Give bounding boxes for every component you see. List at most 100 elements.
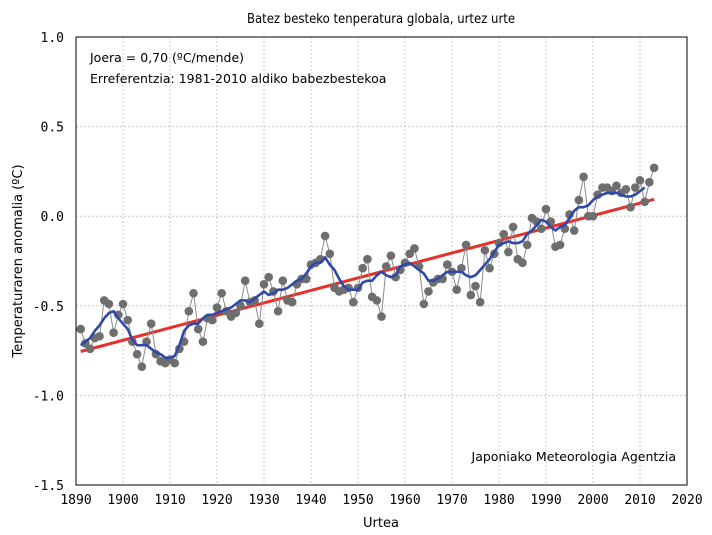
annual-data-point (588, 211, 598, 221)
y-tick-label: 1.0 (41, 31, 64, 46)
annual-data-point (109, 328, 118, 337)
annual-data-point (273, 306, 283, 316)
annual-data-point (640, 197, 649, 207)
x-tick-labels: 1890 1900 1910 1920 1930 1940 1950 1960 1970 1980… (60, 493, 702, 508)
annual-data-point (645, 177, 654, 187)
annual-data-point (95, 331, 104, 341)
annual-data-point (485, 263, 494, 273)
y-tick-label: -0.5 (33, 300, 64, 315)
annual-data-point (508, 222, 518, 232)
smoothed-series-line (79, 186, 646, 360)
annual-data-point (626, 202, 635, 212)
x-tick-label: 1990 (530, 493, 561, 508)
annual-data-point (569, 226, 579, 235)
annual-data-point (537, 224, 546, 234)
x-tick-label: 2020 (671, 493, 702, 508)
x-axis-label: Urtea (363, 516, 399, 531)
grid-lines (75, 36, 688, 486)
annual-data-point (475, 297, 485, 307)
y-tick-label: -1.5 (33, 479, 64, 494)
annual-data-point (325, 249, 335, 259)
y-tick-label: 0.0 (41, 210, 64, 225)
annual-data-point (142, 337, 151, 346)
annual-data-point (518, 258, 527, 268)
annual-data-point (193, 324, 203, 334)
trend-annotation: Joera = 0,70 (ºC/mende) (89, 50, 244, 65)
annual-data-point (377, 312, 386, 321)
annual-data-point (574, 195, 584, 205)
annual-data-point (372, 296, 382, 305)
x-tick-label: 1900 (107, 493, 138, 508)
annual-data-point (386, 251, 396, 260)
annual-data-point (457, 263, 466, 273)
annual-data-point (231, 308, 241, 318)
chart-title: Batez besteko tenperatura globala, urtez… (247, 12, 515, 27)
annual-data-point (189, 288, 198, 298)
annual-data-point (217, 288, 226, 298)
annual-data-point (264, 272, 274, 282)
y-tick-label: -1.0 (33, 389, 64, 404)
x-tick-label: 1910 (154, 493, 185, 508)
x-tick-label: 2000 (577, 493, 608, 508)
annual-data-point (631, 183, 640, 192)
annual-data-point (358, 263, 368, 273)
annual-data-point (381, 262, 391, 271)
annual-data-point (635, 176, 645, 185)
annual-data-point (240, 276, 250, 286)
annual-data-point (363, 254, 372, 264)
annual-data-point (259, 279, 269, 289)
y-tick-label: 0.5 (41, 121, 64, 136)
annual-data-point (621, 185, 631, 194)
x-tick-label: 2010 (624, 493, 655, 508)
annual-data-point (146, 319, 156, 329)
annual-data-point (471, 281, 480, 291)
annual-data-point (278, 276, 288, 286)
annual-series-line (80, 167, 655, 369)
annual-data-point (424, 287, 433, 296)
trend-line-layer (80, 197, 655, 353)
annual-data-point (649, 163, 659, 173)
annual-data-point (579, 172, 588, 182)
annual-data-point (320, 231, 330, 241)
x-tick-label: 1980 (483, 493, 514, 508)
annual-data-point (208, 315, 217, 325)
annual-data-point (254, 319, 264, 329)
annual-data-point (612, 181, 621, 191)
x-tick-label: 1930 (248, 493, 279, 508)
annual-data-point (212, 303, 222, 312)
annual-data-point (349, 297, 358, 307)
x-tick-label: 1940 (295, 493, 326, 508)
annual-data-point (198, 337, 208, 346)
annual-data-point (555, 240, 565, 250)
annual-data-point (499, 229, 509, 239)
plot-frame (75, 36, 688, 486)
annual-data-point (287, 297, 297, 307)
annual-data-point (104, 299, 114, 309)
annual-data-point (461, 240, 471, 250)
annual-data-point (419, 299, 429, 309)
x-tick-label: 1960 (389, 493, 420, 508)
annual-data-point (76, 324, 85, 334)
x-tick-label: 1970 (436, 493, 467, 508)
annual-data-point (452, 285, 462, 294)
annual-data-point (123, 315, 132, 325)
annual-data-point (132, 349, 142, 359)
annual-data-point (480, 245, 490, 255)
annual-data-point (443, 260, 452, 269)
annual-data-point (184, 306, 194, 316)
annual-data-point (466, 290, 476, 300)
reference-annotation: Erreferentzia: 1981-2010 aldiko babezbes… (90, 71, 386, 86)
x-tick-label: 1890 (60, 493, 91, 508)
annual-series-layer (76, 163, 659, 372)
annual-data-point (410, 244, 419, 253)
annual-data-point (137, 362, 147, 372)
annual-data-point (85, 344, 95, 354)
y-axis-label: Tenperaturaren anomalia (ºC) (11, 164, 26, 358)
x-tick-label: 1920 (201, 493, 232, 508)
annual-data-point (541, 204, 551, 214)
annual-data-point (118, 299, 128, 309)
annual-data-point (522, 240, 532, 250)
x-tick-label: 1950 (342, 493, 373, 508)
trend-line (80, 197, 655, 353)
